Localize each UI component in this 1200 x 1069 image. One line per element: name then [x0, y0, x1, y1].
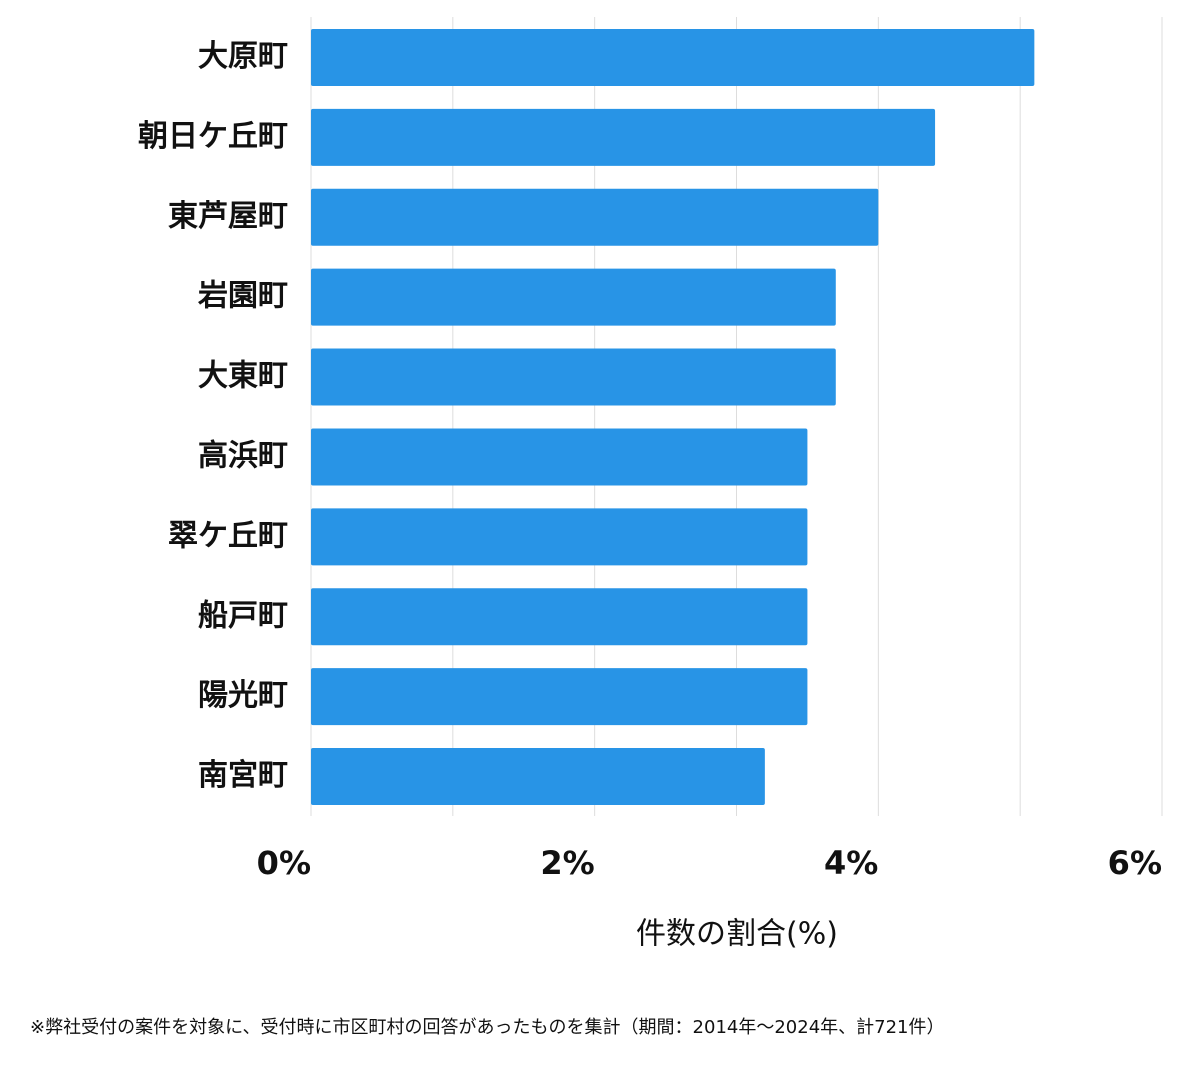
footnote: ※弊社受付の案件を対象に、受付時に市区町村の回答があったものを集計（期間：201… — [30, 1017, 945, 1038]
y-tick-label: 陽光町 — [198, 678, 288, 713]
bar — [311, 348, 836, 406]
bar — [311, 748, 765, 806]
y-tick-label: 翠ケ丘町 — [168, 518, 288, 553]
x-tick-label: 0% — [257, 844, 311, 882]
bar — [311, 268, 836, 326]
bar — [311, 108, 936, 166]
y-tick-label: 船戸町 — [198, 598, 288, 633]
x-tick-label: 6% — [1108, 844, 1162, 882]
y-tick-label: 南宮町 — [198, 758, 288, 793]
x-tick-label: 4% — [824, 844, 878, 882]
y-tick-label: 岩園町 — [198, 279, 288, 314]
bar — [311, 508, 808, 566]
x-tick-label: 2% — [540, 844, 594, 882]
x-axis-title: 件数の割合(%) — [636, 917, 838, 952]
y-tick-label: 高浜町 — [198, 438, 288, 473]
bar — [311, 428, 808, 486]
y-tick-label: 東芦屋町 — [168, 199, 288, 234]
bar — [311, 668, 808, 726]
bar — [311, 188, 879, 246]
bar — [311, 588, 808, 646]
bar — [311, 28, 1035, 86]
y-tick-label: 大原町 — [198, 39, 288, 74]
y-tick-label: 朝日ケ丘町 — [138, 119, 288, 154]
y-tick-label: 大東町 — [198, 359, 288, 394]
